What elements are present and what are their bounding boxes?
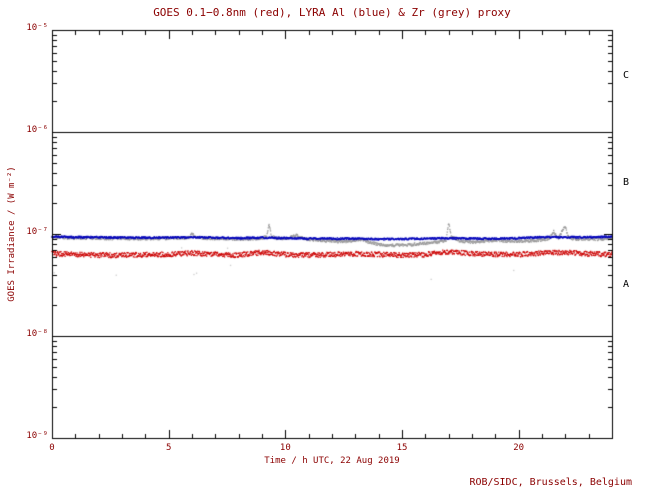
chart-title: GOES 0.1−0.8nm (red), LYRA Al (blue) & Z… <box>153 6 511 19</box>
credit-text: ROB/SIDC, Brussels, Belgium <box>469 477 632 488</box>
x-tick-label: 20 <box>513 443 525 453</box>
flare-class-label: A <box>623 279 630 290</box>
y-tick-label: 10⁻⁸ <box>26 329 48 339</box>
x-tick-label: 10 <box>279 443 291 453</box>
x-tick-label: 15 <box>396 443 408 453</box>
y-tick-label: 10⁻⁹ <box>26 431 48 441</box>
y-tick-label: 10⁻⁵ <box>26 23 48 33</box>
x-axis-label: Time / h UTC, 22 Aug 2019 <box>264 456 400 466</box>
x-tick-label: 0 <box>49 443 55 453</box>
x-tick-label: 5 <box>165 443 172 453</box>
flare-class-label: B <box>623 177 630 188</box>
flare-class-label: C <box>623 69 630 81</box>
y-tick-label: 10⁻⁷ <box>26 227 48 237</box>
y-tick-label: 10⁻⁶ <box>26 125 48 135</box>
